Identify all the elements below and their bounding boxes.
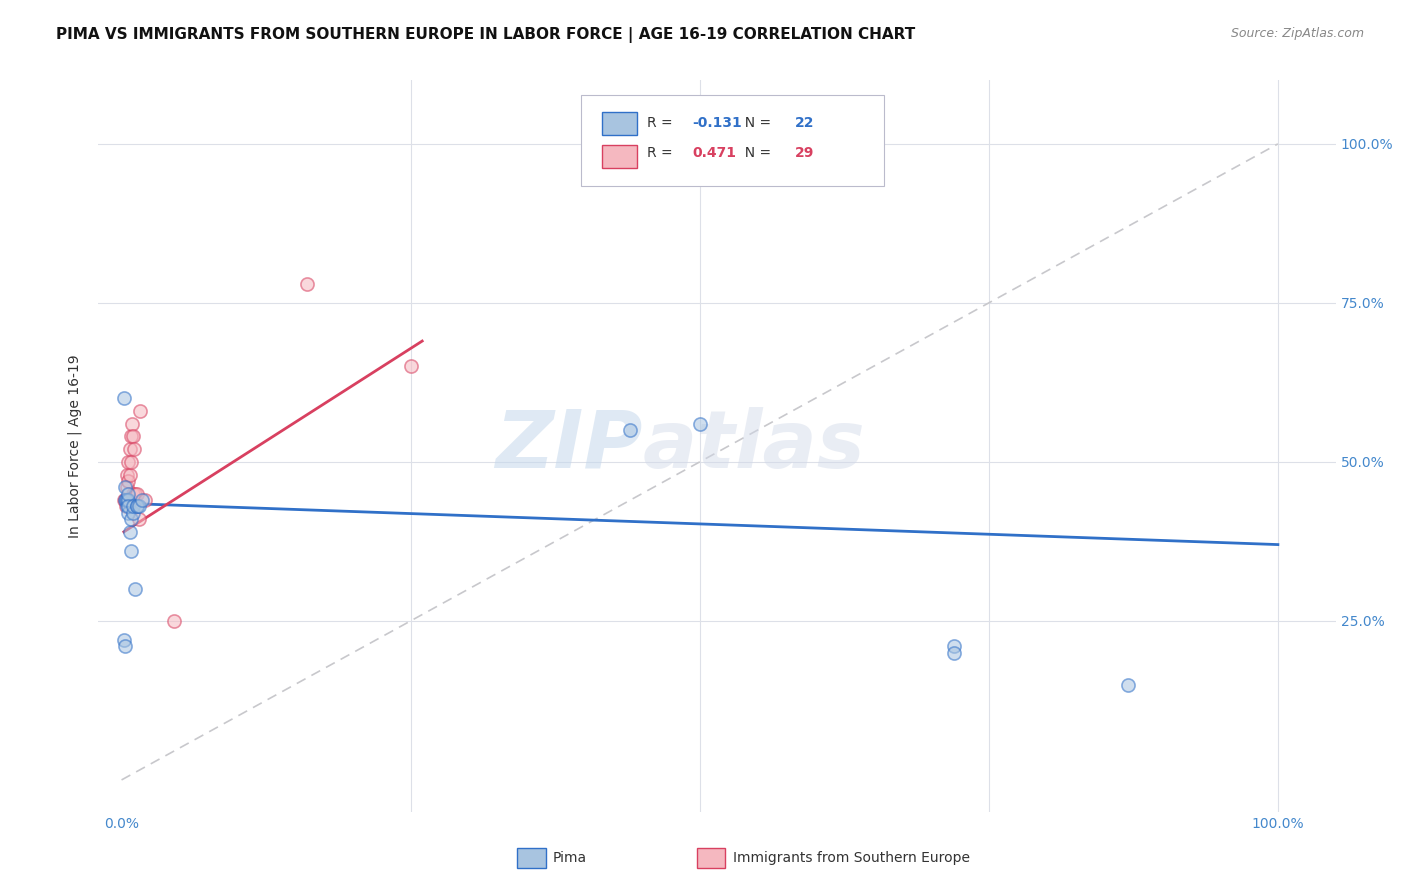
Text: R =: R = — [647, 146, 676, 161]
FancyBboxPatch shape — [602, 112, 637, 136]
Point — [120, 493, 142, 508]
Point — [162, 614, 184, 628]
Point — [112, 392, 135, 406]
Text: -0.131: -0.131 — [692, 116, 742, 129]
Point — [118, 442, 141, 457]
Text: atlas: atlas — [643, 407, 866, 485]
Point — [122, 506, 145, 520]
Point — [1116, 677, 1139, 691]
Point — [117, 493, 139, 508]
Point — [117, 486, 139, 500]
Point — [125, 500, 148, 514]
Point — [124, 486, 146, 500]
Point — [399, 359, 422, 374]
Point — [118, 467, 141, 482]
Text: N =: N = — [735, 116, 775, 129]
Text: 22: 22 — [794, 116, 814, 129]
Text: Pima: Pima — [553, 851, 586, 865]
Text: ZIP: ZIP — [495, 407, 643, 485]
Point — [114, 480, 136, 494]
Point — [117, 480, 139, 494]
Point — [112, 632, 135, 647]
Point — [117, 467, 139, 482]
FancyBboxPatch shape — [581, 95, 884, 186]
Point — [124, 582, 146, 596]
Point — [128, 512, 150, 526]
Point — [125, 500, 148, 514]
Point — [120, 544, 142, 558]
Point — [120, 512, 142, 526]
Point — [112, 493, 135, 508]
Point — [122, 486, 145, 500]
Text: R =: R = — [647, 116, 676, 129]
Point — [115, 500, 138, 514]
Text: 29: 29 — [794, 146, 814, 161]
Point — [117, 493, 139, 508]
Y-axis label: In Labor Force | Age 16-19: In Labor Force | Age 16-19 — [67, 354, 83, 538]
Point — [122, 442, 145, 457]
Point — [114, 493, 136, 508]
FancyBboxPatch shape — [517, 848, 546, 868]
Point — [120, 455, 142, 469]
Point — [943, 646, 966, 660]
Point — [117, 474, 139, 488]
Point — [120, 429, 142, 443]
Point — [114, 493, 136, 508]
Text: 0.471: 0.471 — [692, 146, 737, 161]
Point — [129, 404, 152, 418]
Point — [689, 417, 711, 431]
FancyBboxPatch shape — [602, 145, 637, 168]
Point — [943, 640, 966, 654]
Point — [122, 429, 145, 443]
Point — [118, 524, 141, 539]
Text: PIMA VS IMMIGRANTS FROM SOUTHERN EUROPE IN LABOR FORCE | AGE 16-19 CORRELATION C: PIMA VS IMMIGRANTS FROM SOUTHERN EUROPE … — [56, 27, 915, 43]
Point — [117, 455, 139, 469]
Point — [117, 500, 139, 514]
Point — [131, 493, 153, 508]
Point — [122, 500, 145, 514]
Point — [125, 486, 148, 500]
Text: Source: ZipAtlas.com: Source: ZipAtlas.com — [1230, 27, 1364, 40]
Point — [134, 493, 156, 508]
Point — [295, 277, 318, 291]
Text: Immigrants from Southern Europe: Immigrants from Southern Europe — [733, 851, 970, 865]
Point — [117, 500, 139, 514]
Point — [121, 417, 143, 431]
Point — [114, 640, 136, 654]
Point — [117, 506, 139, 520]
Point — [128, 500, 150, 514]
Text: N =: N = — [735, 146, 775, 161]
Point — [619, 423, 641, 437]
Point — [115, 493, 138, 508]
FancyBboxPatch shape — [697, 848, 725, 868]
